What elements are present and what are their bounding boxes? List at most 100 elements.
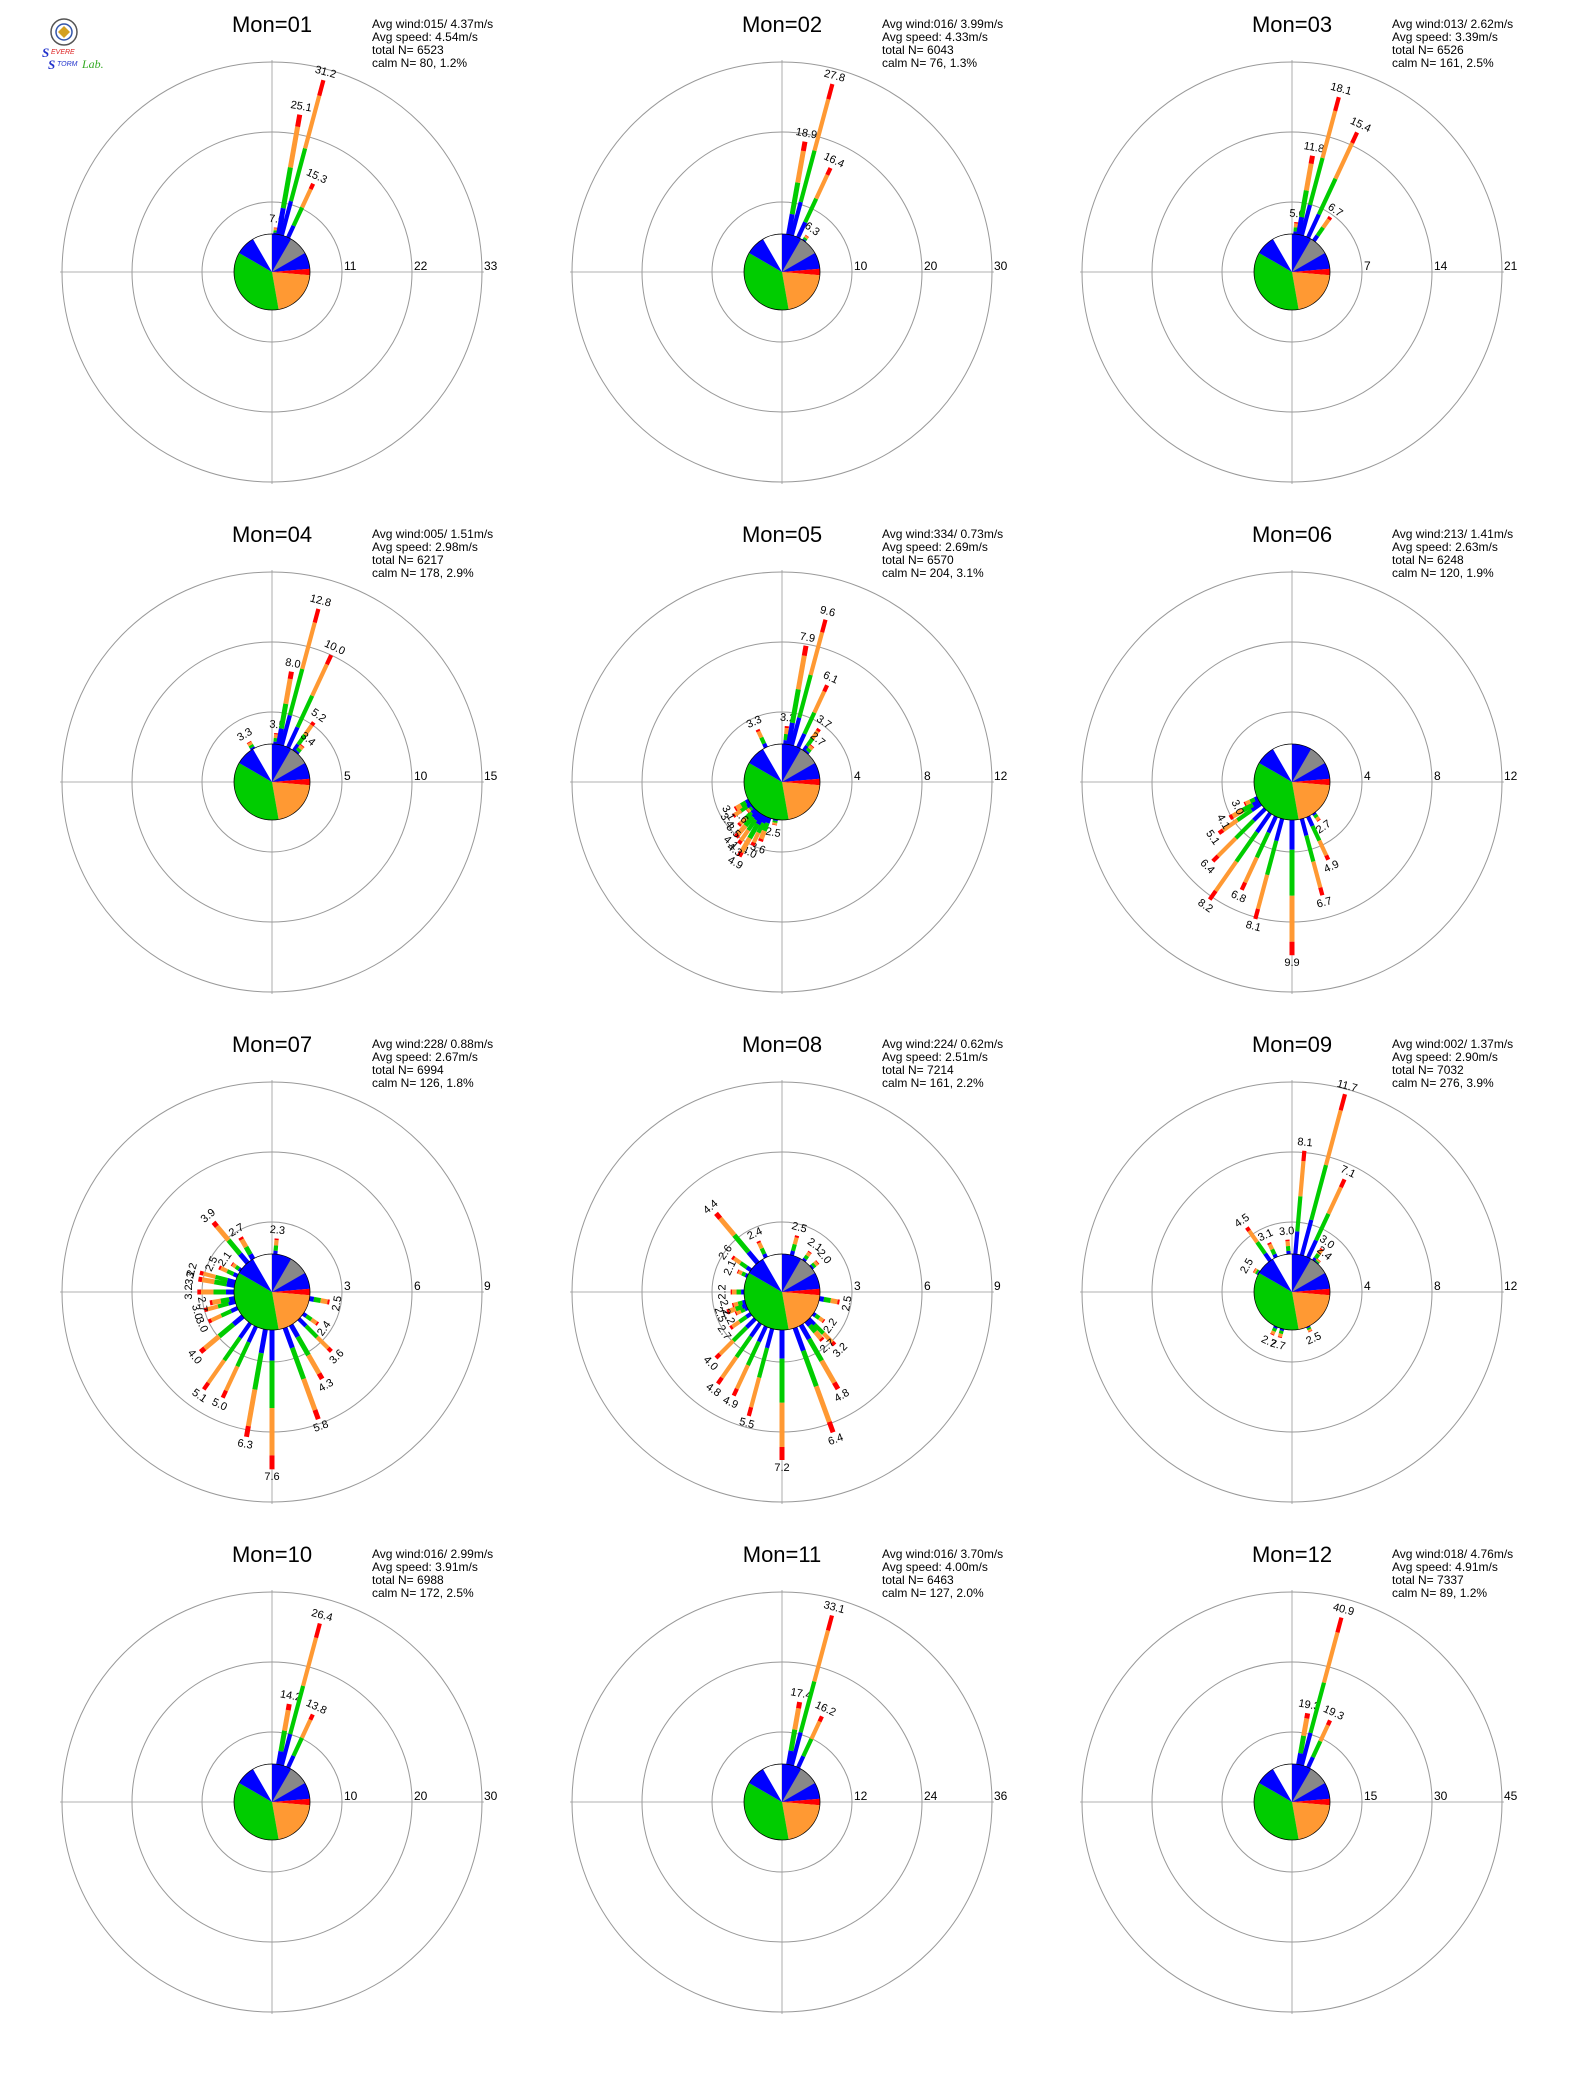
bar-15deg bbox=[1299, 96, 1341, 236]
center-pie bbox=[1253, 233, 1331, 311]
bar-value-label: 18.1 bbox=[1329, 81, 1353, 98]
stat-avg-speed: Avg speed: 3.91m/s bbox=[372, 1560, 478, 1574]
ring-label: 36 bbox=[994, 1789, 1008, 1803]
bar-35deg bbox=[1312, 1247, 1324, 1263]
ring-label: 33 bbox=[484, 259, 498, 273]
bar-value-label: 3.0 bbox=[1229, 798, 1246, 817]
chart-title: Mon=02 bbox=[742, 12, 822, 37]
bar-value-label: 3.0 bbox=[193, 1315, 210, 1334]
ring-3 bbox=[571, 61, 993, 483]
bar-245deg bbox=[1243, 796, 1259, 807]
ring-3 bbox=[61, 1081, 483, 1503]
bar-value-label: 2.7 bbox=[195, 1296, 209, 1313]
ring-1 bbox=[711, 201, 853, 343]
stat-total-n: total N= 6217 bbox=[372, 553, 444, 567]
bar-235deg bbox=[732, 802, 753, 818]
bar-15deg bbox=[789, 1614, 835, 1766]
bar-155deg bbox=[1306, 815, 1331, 861]
ring-3 bbox=[61, 1591, 483, 2013]
chart-title: Mon=04 bbox=[232, 522, 312, 547]
stat-avg-speed: Avg speed: 4.00m/s bbox=[882, 1560, 988, 1574]
bar-225deg bbox=[737, 807, 757, 827]
bar-value-label: 2.7 bbox=[1269, 1338, 1287, 1354]
bar-value-label: 2.5 bbox=[1238, 1256, 1256, 1275]
ring-1 bbox=[1221, 201, 1363, 343]
bar-5deg bbox=[273, 1238, 279, 1255]
bar-value-label: 9.9 bbox=[1284, 957, 1299, 969]
bar-225deg bbox=[714, 1317, 757, 1360]
stat-calm-n: calm N= 204, 3.1% bbox=[882, 566, 984, 580]
ring-label: 4 bbox=[854, 769, 861, 783]
bar-5deg bbox=[783, 726, 789, 745]
bar-5deg bbox=[1293, 1150, 1307, 1255]
bar-15deg bbox=[1299, 1617, 1344, 1766]
bar-205deg bbox=[731, 1325, 768, 1397]
bar-value-label: 3.2 bbox=[184, 1262, 200, 1280]
stat-total-n: total N= 7337 bbox=[1392, 1573, 1464, 1587]
bar-10deg bbox=[786, 141, 808, 236]
stat-avg-wind: Avg wind:018/ 4.76m/s bbox=[1392, 1547, 1513, 1561]
bar-value-label: 10.0 bbox=[322, 638, 346, 658]
bar-value-label: 6.7 bbox=[1315, 895, 1333, 911]
stat-total-n: total N= 6523 bbox=[372, 43, 444, 57]
stat-avg-speed: Avg speed: 2.51m/s bbox=[882, 1050, 988, 1064]
ring-label: 12 bbox=[854, 1789, 868, 1803]
bar-250deg bbox=[726, 1302, 748, 1315]
ring-2 bbox=[131, 641, 413, 923]
bar-35deg bbox=[802, 727, 821, 753]
bar-165deg bbox=[1299, 818, 1325, 896]
bar-value-label: 31.2 bbox=[314, 64, 338, 81]
ring-3 bbox=[61, 61, 483, 483]
bar-195deg bbox=[1277, 1328, 1285, 1339]
ring-label: 30 bbox=[994, 259, 1008, 273]
bar-value-label: 6.1 bbox=[821, 669, 840, 686]
bar-15deg bbox=[279, 608, 321, 746]
stat-calm-n: calm N= 178, 2.9% bbox=[372, 566, 474, 580]
stat-avg-wind: Avg wind:228/ 0.88m/s bbox=[372, 1037, 493, 1051]
stat-avg-wind: Avg wind:334/ 0.73m/s bbox=[882, 527, 1003, 541]
bar-value-label: 2.5 bbox=[840, 1295, 854, 1312]
ring-label: 3 bbox=[344, 1279, 351, 1293]
bar-215deg bbox=[202, 1321, 252, 1391]
ring-1 bbox=[1221, 1731, 1363, 1873]
bar-value-label: 7.2 bbox=[774, 1462, 789, 1474]
ring-label: 11 bbox=[344, 259, 357, 273]
bar-15deg bbox=[789, 1235, 800, 1256]
bar-335deg bbox=[1267, 1241, 1278, 1259]
stat-calm-n: calm N= 161, 2.5% bbox=[1392, 56, 1494, 70]
ring-label: 22 bbox=[414, 259, 428, 273]
svg-text:S: S bbox=[42, 45, 49, 60]
bar-335deg bbox=[755, 728, 768, 749]
bar-value-label: 5.5 bbox=[738, 1416, 756, 1432]
bar-200deg bbox=[758, 816, 772, 843]
bar-25deg bbox=[1306, 1719, 1332, 1769]
bar-value-label: 9.6 bbox=[819, 604, 837, 620]
ring-2 bbox=[1151, 1661, 1433, 1943]
ring-label: 3 bbox=[854, 1279, 861, 1293]
ring-1 bbox=[201, 1731, 343, 1873]
bar-25deg bbox=[1306, 1178, 1347, 1259]
bar-value-label: 6.3 bbox=[237, 1437, 254, 1451]
bar-value-label: 19.3 bbox=[1321, 1703, 1345, 1723]
ring-label: 30 bbox=[484, 1789, 498, 1803]
bar-140deg bbox=[804, 1319, 825, 1342]
bar-value-label: 3.2 bbox=[183, 1284, 195, 1299]
ring-3 bbox=[1081, 61, 1503, 483]
wind-rose-5: Mon=054 8 123.27.99.66.13.72.72.53.64.04.9… bbox=[570, 522, 1008, 994]
stat-calm-n: calm N= 80, 1.2% bbox=[372, 56, 467, 70]
bar-25deg bbox=[796, 167, 833, 239]
bar-205deg bbox=[220, 1325, 258, 1399]
bar-330deg bbox=[246, 740, 256, 751]
stat-calm-n: calm N= 76, 1.3% bbox=[882, 56, 977, 70]
bar-value-label: 2.4 bbox=[745, 1225, 764, 1242]
stat-calm-n: calm N= 127, 2.0% bbox=[882, 1586, 984, 1600]
bar-160deg bbox=[282, 1326, 321, 1421]
chart-title: Mon=12 bbox=[1252, 1542, 1332, 1567]
bar-value-label: 6.8 bbox=[1229, 888, 1248, 905]
bar-205deg bbox=[750, 815, 768, 847]
bar-value-label: 4.9 bbox=[1322, 858, 1341, 875]
ring-2 bbox=[131, 1661, 413, 1943]
ring-label: 24 bbox=[924, 1789, 938, 1803]
bar-value-label: 18.9 bbox=[795, 126, 818, 142]
